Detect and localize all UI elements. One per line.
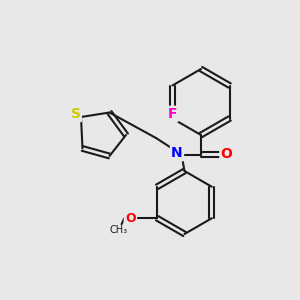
Text: O: O — [125, 212, 136, 225]
Text: CH₃: CH₃ — [109, 225, 127, 235]
Text: S: S — [70, 107, 81, 121]
Text: N: N — [171, 146, 183, 160]
Text: O: O — [220, 148, 232, 161]
Text: F: F — [168, 107, 177, 121]
